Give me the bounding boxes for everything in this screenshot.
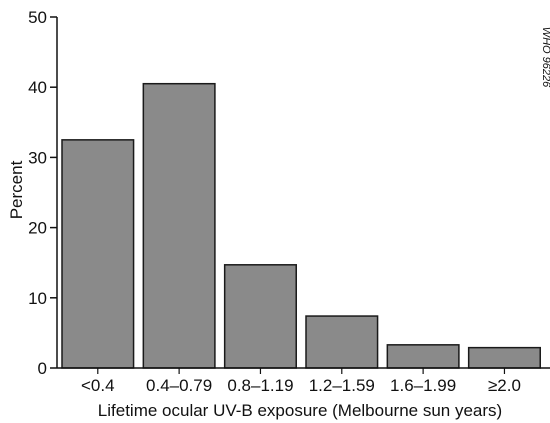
- y-tick-label: 10: [28, 289, 47, 308]
- x-tick-label: 1.2–1.59: [309, 376, 375, 395]
- y-tick-label: 50: [28, 8, 47, 27]
- x-tick-labels-group: <0.4 0.4–0.79 0.8–1.19 1.2–1.59 1.6–1.99 ≥2.0: [81, 368, 521, 395]
- bar: [386, 344, 460, 369]
- y-tick-label: 20: [28, 219, 47, 238]
- x-axis-title: Lifetime ocular UV-B exposure (Melbourne…: [98, 401, 502, 420]
- axes-group: [56, 17, 550, 369]
- y-ticks-group: 0 10 20 30 40 50: [28, 8, 57, 378]
- bars-group: [61, 82, 541, 369]
- bar: [467, 346, 541, 369]
- y-tick-label: 30: [28, 148, 47, 167]
- bar: [142, 82, 216, 369]
- x-tick-label: 0.8–1.19: [227, 376, 293, 395]
- y-axis-title: Percent: [7, 160, 26, 219]
- y-tick-label: 40: [28, 78, 47, 97]
- x-tick-label: <0.4: [81, 376, 115, 395]
- watermark-label: WHO 96226: [540, 27, 550, 88]
- y-tick-label: 0: [38, 359, 47, 378]
- bar: [61, 139, 135, 369]
- x-tick-label: 1.6–1.99: [390, 376, 456, 395]
- x-tick-label: ≥2.0: [488, 376, 521, 395]
- bar: [305, 315, 379, 369]
- x-tick-label: 0.4–0.79: [146, 376, 212, 395]
- bar: [223, 264, 297, 369]
